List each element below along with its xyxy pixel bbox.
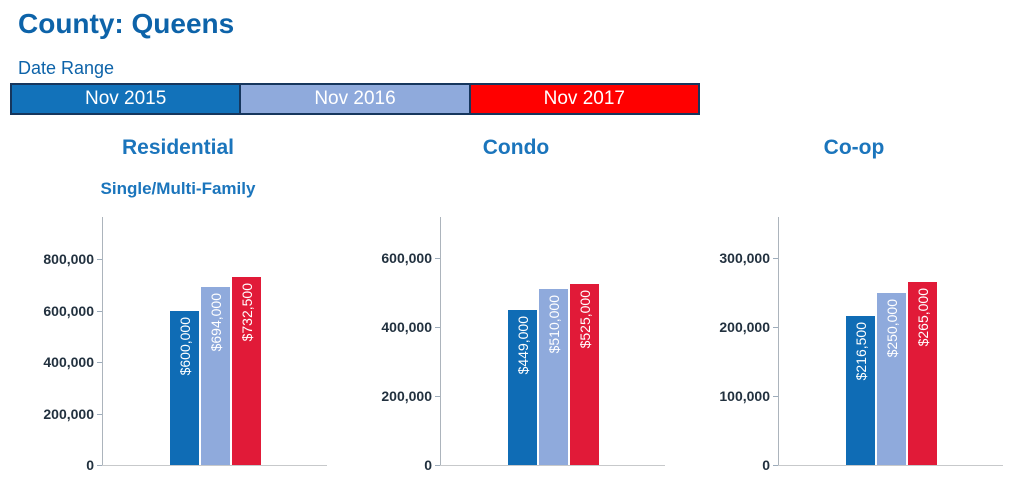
y-axis-tick-label: 400,000	[43, 354, 94, 371]
chart-residential: Residential Single/Multi-Family 800,000 600…	[20, 136, 336, 482]
x-axis-line	[440, 465, 665, 466]
bar-value-label: $449,000	[514, 316, 531, 375]
legend-item-nov-2017[interactable]: Nov 2017	[468, 85, 698, 113]
y-axis-line	[778, 217, 779, 466]
y-axis-tick-mark	[435, 258, 440, 260]
y-axis-tick-mark	[773, 465, 778, 466]
y-axis-line	[102, 217, 103, 466]
plot-area: 300,000 200,000 100,000 0 $216,500 $250,000 $2…	[696, 217, 1012, 473]
bar-nov-2017[interactable]: $732,500	[232, 276, 261, 465]
bar-value-label: $265,000	[914, 288, 931, 347]
bar-nov-2015[interactable]: $216,500	[846, 315, 875, 465]
date-range-label: Date Range	[18, 58, 115, 78]
chart-condo: Condo 600,000 400,000 200,000 0 $449,000 $510,…	[358, 136, 674, 482]
legend-item-nov-2015[interactable]: Nov 2015	[12, 85, 240, 113]
bar-nov-2015[interactable]: $600,000	[170, 310, 199, 465]
chart-title-residential: Residential	[121, 136, 235, 159]
y-axis-tick-label: 600,000	[43, 302, 94, 319]
y-axis-tick-label: 100,000	[719, 388, 770, 405]
bar-value-label: $250,000	[883, 298, 900, 358]
y-axis-tick-label: 0	[424, 457, 432, 473]
chart-title-co-op: Co-op	[823, 136, 885, 159]
y-axis-tick-label: 0	[762, 457, 770, 473]
y-axis-tick-label: 0	[86, 457, 94, 473]
x-axis-line	[102, 465, 327, 466]
x-axis-line	[778, 465, 1003, 466]
plot-area: 600,000 400,000 200,000 0 $449,000 $510,000 $5…	[358, 217, 674, 473]
bar-value-label: $732,500	[238, 282, 255, 342]
bar-value-label: $694,000	[207, 292, 224, 352]
legend-item-nov-2016[interactable]: Nov 2016	[239, 85, 469, 113]
y-axis-tick-mark	[773, 396, 778, 398]
plot-area: 800,000 600,000 400,000 200,000 0 $600,000 $69…	[20, 217, 336, 473]
y-axis-tick-mark	[435, 465, 440, 466]
chart-title-condo: Condo	[482, 136, 550, 159]
bar-nov-2016[interactable]: $510,000	[539, 289, 568, 465]
bar-value-label: $600,000	[176, 316, 193, 376]
chart-subtitle: Single/Multi-Family	[100, 179, 256, 198]
y-axis-tick-mark	[97, 413, 102, 415]
bar-value-label: $510,000	[545, 295, 562, 354]
y-axis-tick-mark	[773, 258, 778, 260]
bar-nov-2017[interactable]: $265,000	[908, 282, 937, 465]
y-axis-tick-label: 200,000	[381, 388, 432, 405]
y-axis-tick-mark	[97, 259, 102, 261]
bar-nov-2016[interactable]: $694,000	[201, 286, 230, 465]
y-axis-tick-mark	[97, 310, 102, 312]
bar-value-label: $216,500	[852, 321, 869, 381]
y-axis-tick-label: 200,000	[43, 405, 94, 422]
y-axis-tick-mark	[773, 327, 778, 329]
bar-nov-2017[interactable]: $525,000	[570, 284, 599, 465]
bar-nov-2016[interactable]: $250,000	[877, 292, 906, 465]
y-axis-tick-mark	[435, 327, 440, 329]
page-title: County: Queens	[18, 8, 235, 39]
y-axis-tick-mark	[97, 362, 102, 364]
y-axis-tick-label: 300,000	[719, 250, 770, 267]
date-range-legend: Nov 2015 Nov 2016 Nov 2017	[10, 83, 700, 115]
y-axis-tick-label: 600,000	[381, 250, 432, 267]
y-axis-tick-mark	[97, 465, 102, 466]
bar-nov-2015[interactable]: $449,000	[508, 310, 537, 465]
y-axis-tick-mark	[435, 396, 440, 398]
chart-co-op: Co-op 300,000 200,000 100,000 0 $216,500 $250,…	[696, 136, 1012, 482]
y-axis-line	[440, 217, 441, 466]
y-axis-tick-label: 200,000	[719, 319, 770, 336]
bar-value-label: $525,000	[576, 290, 593, 349]
y-axis-tick-label: 800,000	[43, 251, 94, 268]
y-axis-tick-label: 400,000	[381, 319, 432, 336]
